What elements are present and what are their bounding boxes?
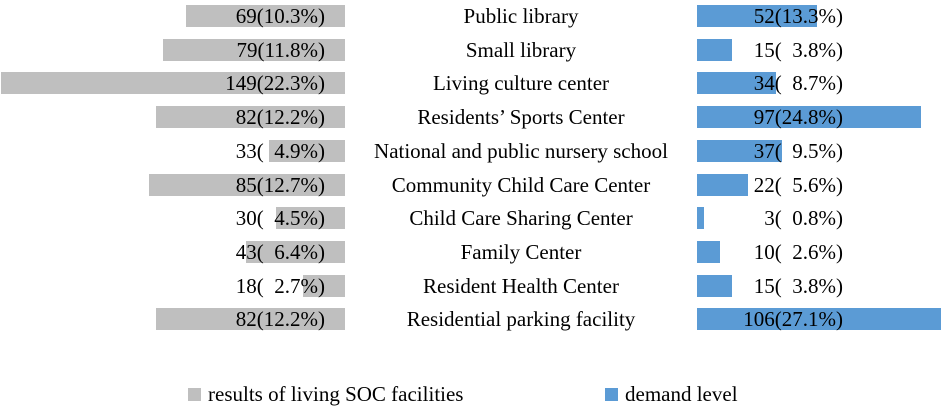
demand-bar <box>697 140 782 162</box>
results-bar <box>246 241 345 263</box>
demand-value-label: 15( 3.8%) <box>753 38 843 62</box>
demand-value-label: 37( 9.5%) <box>753 139 843 163</box>
right-bar-cell: 34( 8.7%) <box>697 72 941 94</box>
results-bar <box>186 5 345 27</box>
category-label: Residents’ Sports Center <box>417 105 625 129</box>
demand-value-label: 34( 8.7%) <box>753 71 843 95</box>
results-value-label: 82(12.2%) <box>235 307 325 331</box>
results-bar <box>303 275 345 297</box>
results-bar <box>163 39 345 61</box>
legend-swatch-blue <box>605 387 618 401</box>
demand-value-label: 52(13.3%) <box>753 4 843 28</box>
results-value-label: 33( 4.9%) <box>235 139 325 163</box>
right-bar-cell: 106(27.1%) <box>697 308 941 330</box>
demand-value-label: 97(24.8%) <box>753 105 843 129</box>
results-bar <box>149 174 345 196</box>
results-bar <box>156 308 345 330</box>
results-bar <box>1 72 345 94</box>
demand-bar <box>697 308 941 330</box>
demand-bar <box>697 39 732 61</box>
demand-value-label: 3( 0.8%) <box>764 206 843 230</box>
results-bar <box>156 106 345 128</box>
demand-bar <box>697 5 817 27</box>
category-label: Small library <box>465 38 577 62</box>
category-label: Public library <box>463 4 579 28</box>
results-value-label: 82(12.2%) <box>235 105 325 129</box>
right-bar-cell: 97(24.8%) <box>697 106 941 128</box>
demand-bar <box>697 275 732 297</box>
demand-bar <box>697 72 776 94</box>
legend-label-demand: demand level <box>625 382 738 406</box>
category-label: Community Child Care Center <box>391 173 651 197</box>
left-bar-cell: 82(12.2%) <box>0 308 345 330</box>
right-bar-cell: 22( 5.6%) <box>697 174 941 196</box>
left-bar-cell: 69(10.3%) <box>0 5 345 27</box>
results-bar <box>269 140 345 162</box>
results-value-label: 149(22.3%) <box>225 71 325 95</box>
results-value-label: 69(10.3%) <box>235 4 325 28</box>
chart-legend: results of living SOC facilities demand … <box>0 381 941 409</box>
demand-bar <box>697 106 921 128</box>
results-value-label: 30( 4.5%) <box>235 206 325 230</box>
legend-item-demand: demand level <box>605 381 738 407</box>
left-bar-cell: 18( 2.7%) <box>0 275 345 297</box>
demand-bar <box>697 174 748 196</box>
results-value-label: 43( 6.4%) <box>235 240 325 264</box>
legend-swatch-gray <box>188 387 201 401</box>
demand-bar <box>697 241 720 263</box>
left-bar-cell: 85(12.7%) <box>0 174 345 196</box>
results-value-label: 85(12.7%) <box>235 173 325 197</box>
category-label: Living culture center <box>432 71 610 95</box>
demand-value-label: 106(27.1%) <box>743 307 843 331</box>
category-label: Residential parking facility <box>406 307 636 331</box>
results-value-label: 18( 2.7%) <box>235 274 325 298</box>
right-bar-cell: 3( 0.8%) <box>697 207 941 229</box>
results-value-label: 79(11.8%) <box>236 38 325 62</box>
left-bar-cell: 43( 6.4%) <box>0 241 345 263</box>
legend-label-results: results of living SOC facilities <box>208 382 464 406</box>
left-bar-cell: 79(11.8%) <box>0 39 345 61</box>
demand-value-label: 10( 2.6%) <box>753 240 843 264</box>
demand-bar <box>697 207 704 229</box>
right-bar-cell: 10( 2.6%) <box>697 241 941 263</box>
right-bar-cell: 37( 9.5%) <box>697 140 941 162</box>
left-bar-cell: 149(22.3%) <box>0 72 345 94</box>
left-bar-cell: 33( 4.9%) <box>0 140 345 162</box>
demand-value-label: 22( 5.6%) <box>753 173 843 197</box>
right-bar-cell: 15( 3.8%) <box>697 275 941 297</box>
category-label: Resident Health Center <box>423 274 619 298</box>
legend-item-results: results of living SOC facilities <box>188 381 463 407</box>
category-label: Child Care Sharing Center <box>409 206 633 230</box>
right-bar-cell: 15( 3.8%) <box>697 39 941 61</box>
left-bar-cell: 30( 4.5%) <box>0 207 345 229</box>
right-bar-cell: 52(13.3%) <box>697 5 941 27</box>
results-bar <box>276 207 345 229</box>
demand-value-label: 15( 3.8%) <box>753 274 843 298</box>
category-label: Family Center <box>460 240 582 264</box>
category-label: National and public nursery school <box>374 139 668 163</box>
left-bar-cell: 82(12.2%) <box>0 106 345 128</box>
